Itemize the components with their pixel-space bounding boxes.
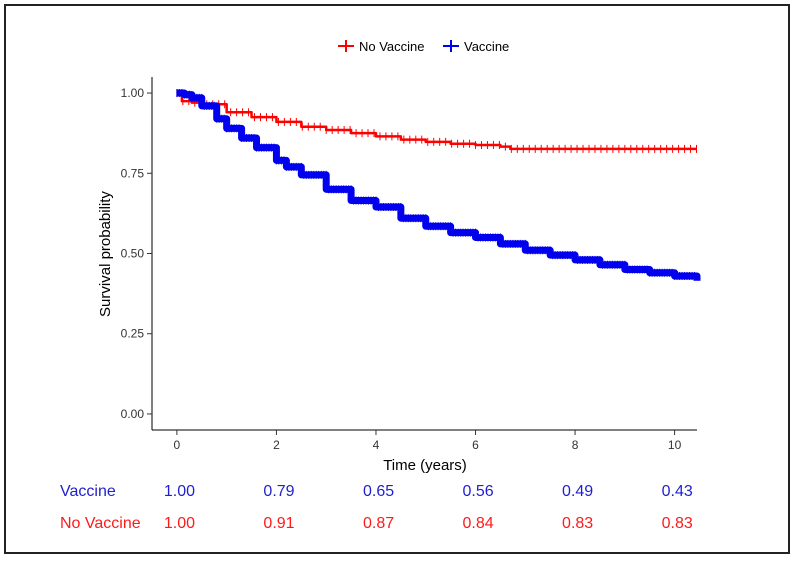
- y-tick-label: 1.00: [121, 86, 145, 100]
- risk-value: 0.49: [562, 483, 594, 500]
- y-tick-label: 0.75: [121, 166, 145, 180]
- risk-value: 0.56: [462, 483, 494, 500]
- risk-value: 1.00: [163, 483, 196, 500]
- risk-value: 0.87: [362, 515, 395, 532]
- y-tick-label: 0.25: [121, 327, 145, 341]
- risk-value: 1.00: [163, 515, 196, 532]
- x-axis-label: Time (years): [383, 457, 467, 474]
- series-line: [176, 89, 701, 281]
- legend-label: Vaccine: [464, 39, 509, 54]
- risk-value: 0.65: [362, 483, 395, 500]
- x-tick-label: 10: [668, 438, 682, 452]
- x-tick-label: 8: [572, 438, 579, 452]
- risk-row-label: No Vaccine: [60, 515, 141, 532]
- x-tick-label: 4: [373, 438, 380, 452]
- series-layer: [176, 89, 701, 281]
- risk-value: 0.83: [661, 515, 693, 532]
- risk-value: 0.79: [263, 483, 295, 500]
- x-tick-label: 2: [273, 438, 280, 452]
- risk-value: 0.83: [562, 515, 594, 532]
- figure-frame: [4, 4, 790, 554]
- axes: 0 2 4 6 8 10 0.00 0.25 0.50 0.75 1.00: [121, 77, 697, 452]
- risk-row: No Vaccine 1.00 0.91 0.87 0.84 0.83 0.83: [0, 515, 800, 539]
- legend-label: No Vaccine: [359, 39, 425, 54]
- legend: No Vaccine Vaccine: [338, 39, 509, 54]
- x-tick-label: 0: [174, 438, 181, 452]
- risk-value: 0.84: [462, 515, 494, 532]
- y-axis-label: Survival probability: [97, 191, 114, 317]
- risk-row-label: Vaccine: [60, 483, 116, 500]
- risk-value: 0.91: [263, 515, 295, 532]
- x-tick-label: 6: [472, 438, 479, 452]
- y-tick-label: 0.50: [121, 247, 145, 261]
- y-tick-label: 0.00: [121, 407, 145, 421]
- risk-value: 0.43: [661, 483, 693, 500]
- risk-row: Vaccine 1.00 0.79 0.65 0.56 0.49 0.43: [0, 483, 800, 507]
